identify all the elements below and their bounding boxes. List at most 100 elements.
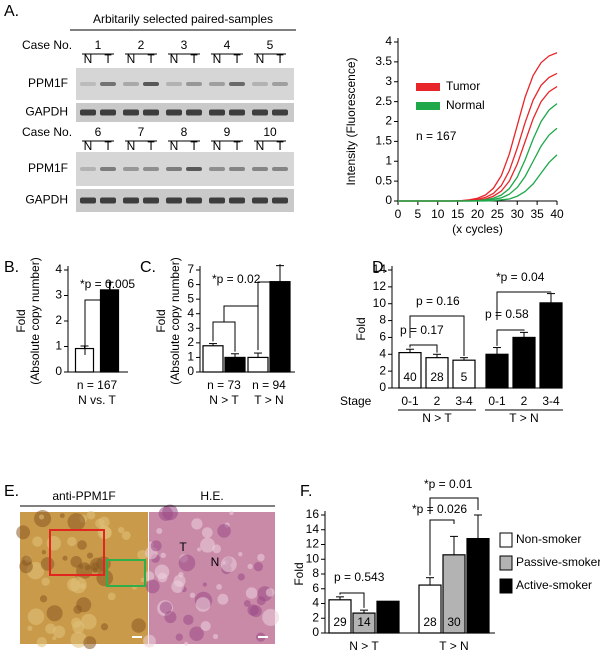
bar (202, 345, 224, 373)
tissue (143, 634, 156, 648)
band (229, 197, 245, 204)
category-label: 3-4 (455, 394, 473, 408)
y-tick-label: 6 (379, 330, 386, 344)
tissue (160, 552, 166, 559)
lane-label: N (170, 52, 179, 66)
band (143, 167, 159, 171)
tissue (243, 600, 251, 607)
group-label: N > T (422, 411, 452, 425)
category-label: N > T (349, 639, 379, 653)
band (166, 82, 182, 86)
band (123, 167, 139, 171)
tissue (216, 583, 222, 590)
bar-count: 29 (333, 615, 347, 629)
bar (247, 356, 269, 373)
bar (418, 584, 442, 634)
y-tick-label: 0.5 (375, 173, 392, 187)
tissue (16, 525, 31, 540)
band (100, 109, 116, 116)
bracket (429, 519, 455, 576)
region-label: T (179, 540, 187, 554)
y-tick-label: 4 (312, 596, 319, 610)
y-tick-label: 2 (379, 363, 386, 377)
panel-label: C. (140, 259, 156, 276)
category-label: 0-1 (488, 394, 506, 408)
bracket (257, 264, 281, 351)
bar (539, 302, 563, 389)
tissue (200, 620, 211, 632)
region-label: N (211, 555, 220, 569)
tissue (118, 526, 125, 534)
case-number: 7 (138, 125, 145, 139)
tissue (238, 552, 243, 557)
x-tick-label: 0 (395, 207, 402, 221)
y-axis-label: Fold (154, 309, 168, 332)
lane-label: N (256, 139, 265, 153)
band (123, 82, 139, 86)
bar-count: 28 (423, 615, 437, 629)
y-tick-label: 1 (187, 350, 194, 364)
tissue (76, 562, 93, 579)
bar (328, 599, 352, 634)
y-tick-label: 4 (379, 346, 386, 360)
band (252, 82, 268, 86)
tissue (229, 510, 234, 516)
band (252, 197, 268, 204)
legend-label: Passive-smoker (516, 555, 600, 569)
highlight-box (49, 529, 105, 576)
y-tick-label: 10 (306, 551, 320, 565)
y-tick-label: 8 (312, 566, 319, 580)
y-tick-label: 6 (187, 277, 194, 291)
tissue (39, 514, 45, 520)
y-tick-label: 1 (385, 153, 392, 167)
category-label: 2 (521, 394, 528, 408)
band (80, 167, 96, 171)
bar-count: 40 (403, 370, 417, 384)
tissue (131, 618, 146, 633)
band (100, 197, 116, 204)
bar-count: 7 (475, 615, 482, 629)
band (209, 82, 225, 86)
band (80, 197, 96, 204)
y-tick-label: 12 (373, 279, 387, 293)
y-axis-label: Fold (14, 309, 28, 332)
tissue (70, 576, 87, 594)
band (186, 197, 202, 204)
band (229, 109, 245, 116)
curve (398, 52, 558, 202)
tissue (67, 536, 77, 547)
legend-label: Active-smoker (516, 578, 592, 592)
tissue (143, 571, 155, 582)
panel-label: B. (4, 259, 19, 276)
tissue (86, 552, 94, 559)
band (272, 197, 288, 204)
gel-row-label: PPM1F (28, 76, 68, 90)
bar (398, 352, 422, 389)
bar (485, 353, 509, 389)
band (272, 82, 288, 86)
y-tick-label: 16 (306, 507, 320, 521)
tissue (39, 595, 48, 603)
tissue (107, 592, 116, 601)
case-number: 2 (138, 38, 145, 52)
tissue (237, 573, 245, 581)
band (229, 82, 245, 86)
tissue (189, 592, 196, 598)
lane-label: T (104, 52, 112, 66)
bracket (409, 344, 438, 353)
tissue (36, 636, 47, 648)
band (252, 167, 268, 171)
x-tick-label: 35 (530, 207, 544, 221)
y-tick-label: 14 (306, 522, 320, 536)
highlight-box (106, 559, 146, 587)
annotation: *p = 0.04 (496, 270, 545, 284)
tissue (83, 636, 97, 650)
y-tick-label: 0 (379, 380, 386, 394)
tissue (171, 580, 184, 593)
tissue (247, 563, 253, 569)
band (209, 197, 225, 204)
band (272, 109, 288, 116)
band (229, 167, 245, 171)
y-tick-label: 0 (385, 193, 392, 207)
tissue (183, 614, 194, 626)
